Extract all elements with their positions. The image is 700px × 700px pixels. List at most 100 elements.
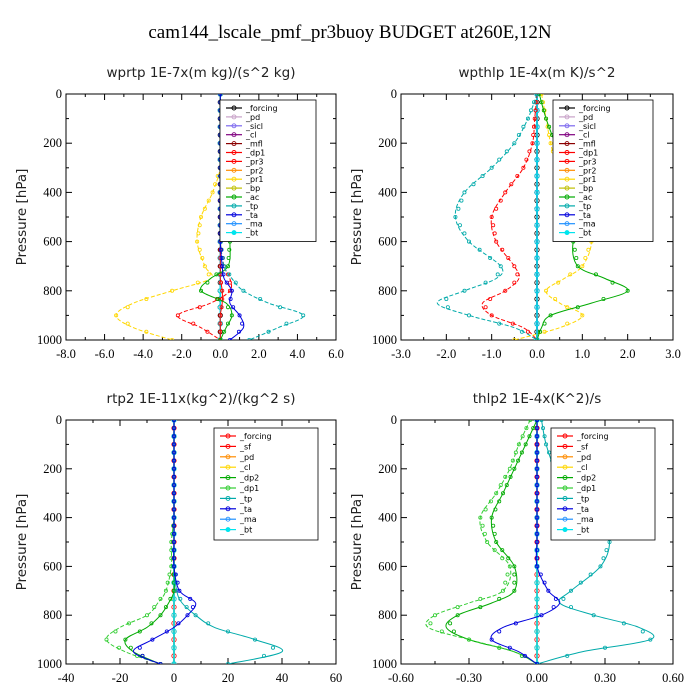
legend-marker (562, 433, 568, 439)
data-point (215, 173, 220, 178)
data-point (504, 483, 509, 488)
data-point (494, 540, 499, 545)
data-point (535, 420, 539, 422)
data-point (515, 272, 520, 277)
data-point (227, 338, 232, 340)
data-point (170, 338, 175, 340)
data-point (236, 329, 241, 334)
y-tick-label: 200 (378, 462, 397, 476)
data-point (478, 605, 483, 610)
data-point (491, 523, 496, 528)
data-point (503, 474, 508, 479)
data-point (535, 338, 539, 340)
data-point (544, 116, 549, 121)
data-point (539, 420, 544, 422)
data-point (444, 296, 449, 301)
legend-label: _ta (245, 211, 258, 220)
data-point (225, 629, 230, 634)
data-point (171, 661, 177, 664)
data-point (535, 662, 539, 664)
data-point (648, 637, 653, 642)
legend-label: _bt (245, 229, 258, 238)
data-point (510, 321, 515, 326)
legend-marker (225, 454, 231, 460)
legend-label: _sf (576, 442, 588, 451)
data-point (195, 239, 200, 244)
data-point (237, 313, 242, 318)
data-point (538, 329, 543, 334)
data-point (171, 426, 176, 431)
y-tick-label: 800 (378, 608, 397, 622)
x-tick-label: 0.00 (526, 671, 548, 685)
legend-label: _forcing (245, 104, 278, 113)
data-point (171, 450, 176, 455)
data-point (171, 548, 176, 553)
legend-label: _pr1 (578, 175, 596, 184)
data-point (123, 637, 128, 642)
data-point (169, 548, 174, 553)
data-point (519, 450, 524, 455)
legend-label: _sf (239, 442, 251, 451)
legend-marker (562, 443, 568, 449)
series-line-ta (132, 420, 197, 664)
data-point (544, 442, 549, 447)
data-point (574, 255, 579, 260)
data-point (171, 564, 176, 569)
legend-marker (564, 230, 570, 236)
x-tick-label: 20 (222, 671, 235, 685)
y-tick-label: 400 (378, 185, 397, 199)
data-point (453, 214, 458, 219)
series-line-ta (490, 420, 561, 664)
y-tick-label: 600 (378, 235, 397, 249)
legend-label: _mfl (245, 140, 263, 149)
data-point (488, 499, 493, 504)
data-point (506, 255, 511, 260)
data-point (534, 107, 540, 114)
data-point (580, 264, 585, 269)
figure-title: cam144_lscale_pmf_pr3buoy BUDGET at260E,… (148, 22, 552, 43)
data-point (178, 596, 183, 601)
legend-marker (225, 433, 231, 439)
legend-marker (562, 454, 568, 460)
data-point (500, 548, 505, 553)
data-point (171, 507, 176, 512)
data-point (534, 337, 540, 340)
data-point (503, 190, 508, 195)
data-point (512, 564, 517, 569)
data-point (497, 499, 502, 504)
legend-label: _pr1 (245, 175, 263, 184)
data-point (227, 247, 232, 252)
data-point (222, 329, 227, 334)
data-point (569, 605, 574, 610)
data-point (492, 548, 497, 553)
data-point (482, 531, 487, 536)
data-point (301, 313, 306, 318)
x-tick-label: 1.0 (575, 347, 591, 361)
data-point (227, 272, 232, 277)
data-point (241, 288, 246, 293)
data-point (205, 280, 210, 285)
legend-marker (562, 527, 568, 533)
y-tick-label: 400 (378, 511, 397, 525)
y-tick-label: 1000 (37, 333, 62, 347)
data-point (197, 223, 202, 228)
legend: _forcing_sf _pd_cl _dp2_dp1_tp _ta_ma _bt (213, 427, 319, 541)
legend-label: _pr3 (578, 157, 596, 166)
legend-marker (231, 132, 237, 138)
data-point (457, 223, 462, 228)
data-point (565, 653, 570, 658)
data-point (478, 515, 483, 520)
data-point (535, 564, 540, 569)
y-tick-label: 400 (43, 185, 62, 199)
data-point (512, 588, 517, 593)
data-point (531, 124, 536, 129)
data-point (225, 272, 230, 277)
data-point (528, 108, 533, 113)
data-point (175, 580, 180, 585)
data-point (535, 426, 540, 431)
data-point (190, 605, 195, 610)
data-point (500, 491, 505, 496)
panel-title: wpthlp 1E-4x(m K)/s^2 (459, 65, 616, 81)
data-point (534, 661, 540, 664)
